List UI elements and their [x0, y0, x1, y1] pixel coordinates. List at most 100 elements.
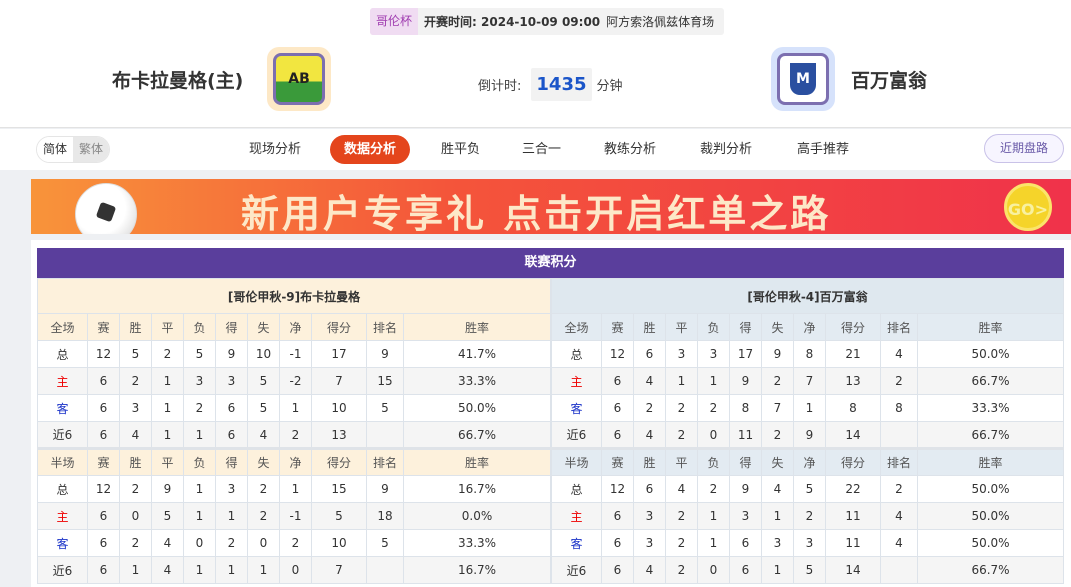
table-cell: 1 — [761, 556, 794, 584]
table-cell: 15 — [366, 367, 404, 395]
table-cell: 22 — [825, 475, 881, 503]
column-header: 失 — [761, 447, 794, 476]
row-label: 主 — [551, 367, 602, 395]
table-cell: 3 — [633, 502, 666, 530]
table-cell: 66.7% — [917, 421, 1064, 449]
column-header: 净 — [793, 313, 826, 341]
away-team-name[interactable]: 百万富翁 — [851, 70, 928, 92]
table-cell: 41.7% — [403, 340, 551, 368]
match-header: 哥伦杯 开赛时间: 2024-10-09 09:00 阿方索洛佩兹体育场 布卡拉曼… — [0, 0, 1071, 128]
table-row: 主 6 3 2 1 3 1 2 11 4 50.0% — [551, 502, 1064, 530]
column-header: 得 — [215, 313, 248, 341]
table-cell: 6 — [601, 556, 634, 584]
table-cell: 2 — [119, 529, 152, 557]
table-cell: 3 — [793, 529, 826, 557]
table-cell: 6 — [633, 475, 666, 503]
table-cell: 12 — [87, 340, 120, 368]
table-cell: 3 — [761, 529, 794, 557]
lang-traditional[interactable]: 繁体 — [73, 137, 110, 162]
table-cell: 12 — [601, 475, 634, 503]
table-cell: 66.7% — [403, 421, 551, 449]
table-cell: 4 — [119, 421, 152, 449]
table-cell: 5 — [151, 502, 184, 530]
table-cell: 0 — [247, 529, 280, 557]
table-row: 总 12 6 3 3 17 9 8 21 4 50.0% — [551, 340, 1064, 368]
row-label: 客 — [37, 394, 88, 422]
table-cell: 6 — [601, 502, 634, 530]
tab-three-in-one[interactable]: 三合一 — [522, 142, 562, 157]
half-header-row: 半场赛胜平负得失净得分 排名 胜率 — [37, 447, 551, 476]
column-header: 净 — [279, 313, 312, 341]
tab-data-analysis[interactable]: 数据分析 — [330, 135, 411, 164]
lang-simplified[interactable]: 简体 — [37, 137, 74, 162]
column-header: 赛 — [87, 313, 120, 341]
table-cell: 14 — [825, 421, 881, 449]
table-cell: 1 — [665, 367, 698, 395]
table-cell: 6 — [87, 529, 120, 557]
go-button[interactable]: GO> — [1004, 183, 1052, 231]
table-row: 近6 6 4 2 0 11 2 9 14 66.7% — [551, 421, 1064, 449]
table-cell: 1 — [793, 394, 826, 422]
table-cell: 0 — [697, 556, 730, 584]
table-row: 近6 6 4 1 1 6 4 2 13 66.7% — [37, 421, 551, 449]
table-cell: 9 — [366, 475, 404, 503]
table-cell: 2 — [665, 529, 698, 557]
table-cell: 4 — [880, 340, 918, 368]
row-label: 主 — [37, 367, 88, 395]
table-cell: -1 — [279, 502, 312, 530]
away-standings-table: [哥伦甲秋-4]百万富翁 全场赛胜平负得失净得分 排名 胜率总 12 6 3 3 17 9 8 21 4… — [551, 278, 1064, 584]
tab-referee[interactable]: 裁判分析 — [700, 142, 753, 157]
row-label: 总 — [37, 475, 88, 503]
table-cell: 6 — [87, 421, 120, 449]
column-header: 负 — [697, 313, 730, 341]
table-cell: 9 — [729, 367, 762, 395]
promo-banner[interactable]: 新用户专享礼 点击开启红单之路 GO> — [31, 179, 1071, 234]
table-cell: 2 — [665, 556, 698, 584]
cup-badge[interactable]: 哥伦杯 — [370, 8, 419, 35]
table-cell: 0.0% — [403, 502, 551, 530]
language-toggle[interactable]: 简体 繁体 — [36, 136, 111, 163]
tab-coach[interactable]: 教练分析 — [604, 142, 657, 157]
table-cell: 6 — [215, 421, 248, 449]
column-header: 赛 — [87, 447, 120, 476]
table-cell: 2 — [247, 502, 280, 530]
away-team-logo[interactable]: M — [771, 47, 835, 111]
column-header: 失 — [761, 313, 794, 341]
home-logo-icon: AB — [288, 71, 310, 87]
table-cell: 0 — [183, 529, 216, 557]
table-cell: 4 — [633, 421, 666, 449]
table-cell: 2 — [880, 367, 918, 395]
table-cell: 9 — [366, 340, 404, 368]
table-cell: 2 — [793, 502, 826, 530]
column-header: 半场 — [551, 447, 602, 476]
table-cell: 6 — [87, 367, 120, 395]
home-team-name[interactable]: 布卡拉曼格(主) — [112, 70, 244, 92]
table-cell: 7 — [793, 367, 826, 395]
table-cell: 50.0% — [917, 529, 1064, 557]
table-cell: 2 — [119, 367, 152, 395]
table-cell: 2 — [697, 394, 730, 422]
table-cell: 3 — [215, 475, 248, 503]
table-cell: 33.3% — [403, 367, 551, 395]
column-header: 胜率 — [403, 447, 551, 476]
column-header: 得分 — [825, 447, 881, 476]
tab-onsite[interactable]: 现场分析 — [249, 142, 302, 157]
home-team-logo[interactable]: AB — [267, 47, 331, 111]
tab-wdl[interactable]: 胜平负 — [441, 142, 481, 157]
column-header: 得 — [729, 313, 762, 341]
tab-experts[interactable]: 高手推荐 — [797, 142, 850, 157]
countdown-value: 1435 — [531, 68, 592, 101]
full-header-row: 全场赛胜平负得失净得分 排名 胜率 — [37, 313, 551, 341]
table-cell: 9 — [151, 475, 184, 503]
column-header: 平 — [151, 447, 184, 476]
away-logo-icon: M — [790, 63, 816, 95]
table-cell: 4 — [151, 529, 184, 557]
table-cell: 3 — [665, 340, 698, 368]
table-cell: 6 — [215, 394, 248, 422]
table-cell: 9 — [729, 475, 762, 503]
row-label: 总 — [37, 340, 88, 368]
table-cell: -2 — [279, 367, 312, 395]
recent-odds-button[interactable]: 近期盘路 — [984, 134, 1065, 163]
row-label: 客 — [37, 529, 88, 557]
table-row: 总 12 6 4 2 9 4 5 22 2 50.0% — [551, 475, 1064, 503]
